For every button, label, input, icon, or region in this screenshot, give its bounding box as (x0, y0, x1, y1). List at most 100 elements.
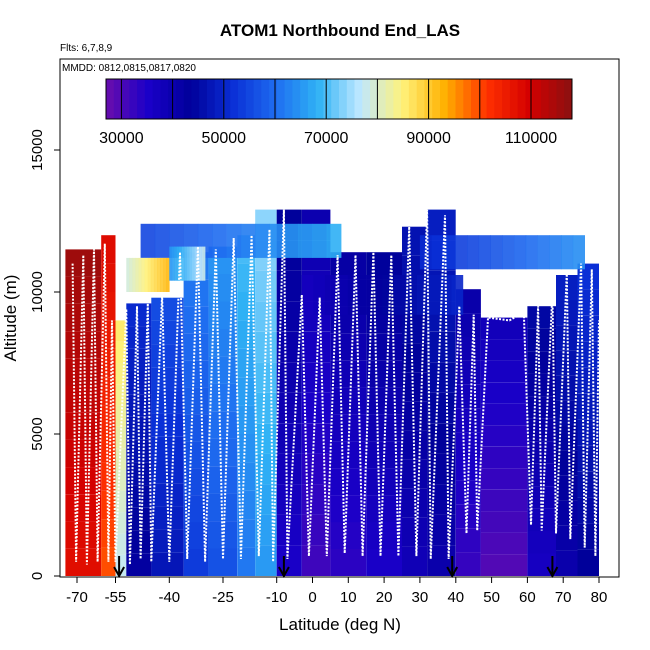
heatmap-cell (199, 246, 203, 281)
heatmap-cell (184, 246, 188, 281)
heatmap-cell (237, 462, 256, 491)
heatmap-cell (301, 362, 331, 393)
down-arrow-head (278, 566, 290, 579)
heatmap-cell (140, 223, 156, 258)
heatmap-cell (163, 257, 167, 292)
colorbar-swatch (533, 79, 542, 119)
heatmap-cell (428, 275, 441, 315)
colorbar-swatch (525, 79, 534, 119)
heatmap-cell (115, 341, 127, 363)
y-tick-label: 15000 (29, 129, 46, 171)
colorbar-swatch (556, 79, 565, 119)
heatmap-cell (393, 275, 406, 315)
heatmap-cell (255, 270, 277, 302)
heatmap-cell (455, 384, 481, 409)
heatmap-cell (324, 275, 337, 315)
heatmap-cell (208, 493, 238, 522)
heatmap-cell (183, 333, 209, 361)
heatmap-cell (208, 383, 238, 412)
heatmap-cell (269, 223, 285, 258)
heatmap-cell (419, 235, 432, 270)
heatmap-cell (480, 532, 528, 555)
heatmap-cell (572, 235, 585, 270)
heatmap-cell (366, 360, 402, 388)
heatmap-cell (115, 490, 127, 513)
heatmap-cell (237, 348, 256, 378)
colorbar-swatch (300, 79, 309, 119)
heatmap-cell (298, 223, 313, 258)
heatmap-cell (255, 423, 277, 454)
heatmap-cell (65, 494, 102, 522)
colorbar-swatch (432, 79, 441, 119)
heatmap-cell (151, 320, 184, 345)
colorbar-swatch (214, 79, 223, 119)
heatmap-cell (157, 257, 161, 292)
colorbar-swatch (175, 79, 185, 119)
heatmap-cell (115, 512, 127, 534)
colorbar-swatch (463, 79, 472, 119)
heatmap-cell (577, 289, 599, 316)
heatmap-cell (237, 434, 256, 463)
x-tick-label: 80 (591, 589, 608, 606)
x-axis: -70 -55 -40 -25 -10 0 10 20 30 40 50 60 70 80 (66, 576, 608, 606)
heatmap-cell (577, 523, 599, 550)
heatmap-cell (480, 511, 528, 533)
heatmap-cell (183, 387, 209, 415)
heatmap-cell (192, 246, 196, 281)
heatmap-cell (480, 425, 528, 447)
colorbar-tick-label: 70000 (304, 130, 349, 147)
heatmap-cell (176, 246, 180, 281)
y-axis: 0 5000 10000 15000 (29, 129, 61, 580)
heatmap-cell (101, 405, 116, 434)
x-tick-label: -40 (158, 589, 180, 606)
heatmap-cell (577, 263, 599, 290)
heatmap-cell (240, 223, 256, 258)
heatmap-cell (480, 468, 528, 490)
colorbar-swatch (502, 79, 511, 119)
heatmap-cell (183, 360, 209, 388)
heatmap-cell (312, 223, 328, 258)
flight-track-line (71, 209, 600, 565)
colorbar-swatch (191, 79, 200, 119)
x-tick-label: 30 (412, 589, 429, 606)
colorbar-swatch (346, 79, 355, 119)
heatmap-cell (151, 297, 184, 321)
heatmap-cell (313, 275, 326, 315)
colorbar-swatch (207, 79, 216, 119)
heatmap-cell (480, 339, 528, 361)
colorbar-tick-label: 50000 (202, 130, 247, 147)
heatmap-cell (556, 375, 578, 401)
heatmap-cell (276, 270, 302, 302)
x-tick-label: -70 (66, 589, 88, 606)
colorbar-swatch (471, 79, 480, 119)
heatmap-cell (151, 552, 184, 576)
heatmap-cell (427, 362, 456, 393)
heatmap-cell (366, 549, 402, 576)
heatmap-cell (183, 441, 209, 469)
colorbar-tick-label: 90000 (406, 130, 451, 147)
colorbar-swatch (230, 79, 239, 119)
heatmap-cell (101, 434, 116, 463)
heatmap-cell (144, 257, 149, 292)
colorbar-swatch (377, 79, 386, 119)
colorbar-swatch (362, 79, 371, 119)
heatmap-cell (183, 306, 209, 334)
heatmap-cell (65, 439, 102, 468)
colorbar-swatch (183, 79, 192, 119)
colorbar-swatch (106, 79, 115, 119)
colorbar-swatch (393, 79, 402, 119)
heatmap-cell (171, 246, 175, 281)
colorbar-swatch (447, 79, 456, 119)
heatmap-cell (301, 392, 331, 424)
flights-subtitle: Flts: 6,7,8,9 (60, 43, 113, 54)
heatmap-cell (527, 351, 556, 374)
dates-subtitle: MMDD: 0812,0815,0817,0820 (62, 63, 196, 74)
colorbar-swatch (222, 79, 231, 119)
heatmap-cell (151, 344, 184, 368)
colorbar-swatch (509, 79, 519, 119)
x-tick-label: -55 (105, 589, 127, 606)
heatmap-cell (115, 469, 127, 491)
colorbar-swatch (113, 79, 122, 119)
heatmap-cell (480, 489, 528, 512)
